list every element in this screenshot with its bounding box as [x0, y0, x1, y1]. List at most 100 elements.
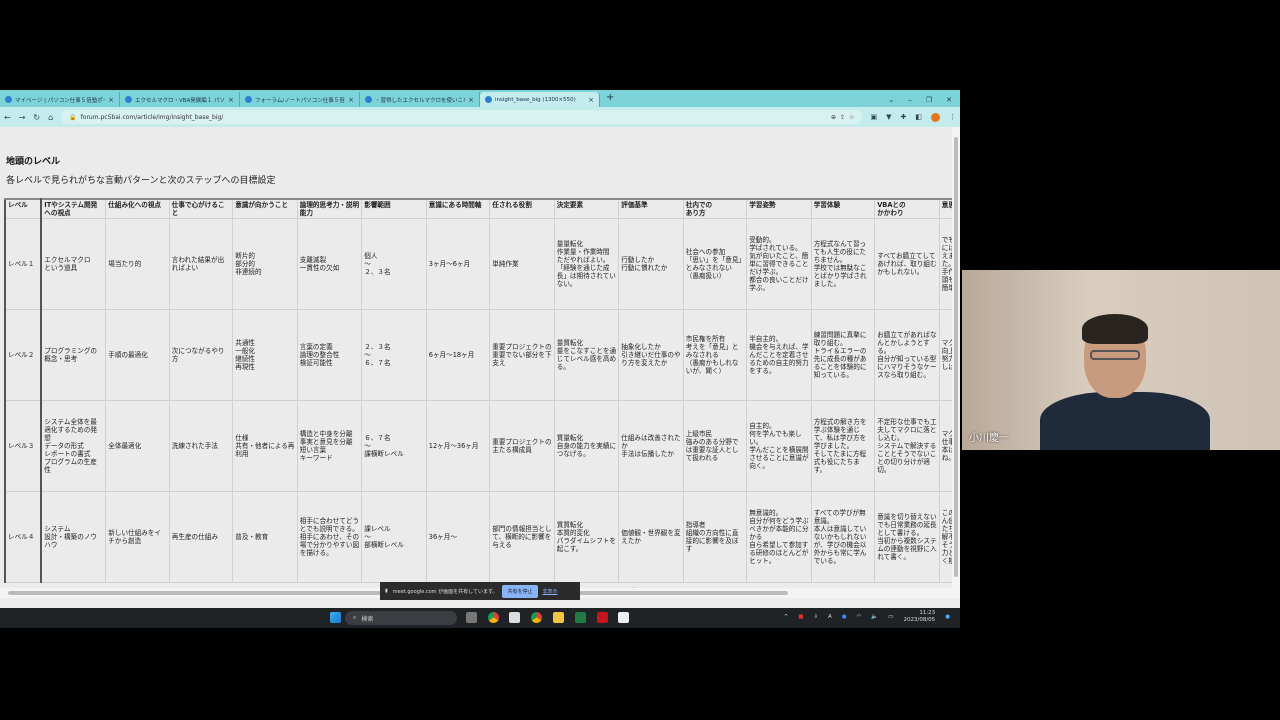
reload-icon[interactable]: ↻ [33, 112, 41, 122]
browser-tab[interactable]: ・習得したエクセルマクロを使いこなす × [360, 92, 480, 107]
browser-tab[interactable]: insight_base_big (1300×550) × [480, 92, 600, 107]
browser-tab[interactable]: フォーラム/ノートパソコン仕事５倍術 × [240, 92, 360, 107]
paint-icon[interactable] [618, 612, 629, 623]
column-header: 社内での あり方 [682, 198, 748, 219]
chrome-icon[interactable] [488, 612, 499, 623]
system-tray: ^ ■ ⇩ A ● ◠ 🔈 ▭ 11:23 2023/08/05 ● [784, 610, 950, 624]
level-cell: レベル４ [3, 491, 43, 583]
table-cell: 受動的。 学ばされている。 気が向いたこと、簡単に習得できることだけ学ぶ。 都合… [746, 218, 812, 310]
table-cell: マク 向上 努力 しは [938, 309, 952, 401]
screen-share-bar: ▮ meet.google.com が画面を共有しています。 共有を停止 非表示 [380, 582, 580, 600]
file-explorer-icon[interactable] [553, 612, 564, 623]
close-window-button[interactable]: ✕ [946, 95, 952, 104]
acrobat-icon[interactable] [597, 612, 608, 623]
wifi-icon[interactable]: ◠ [856, 614, 862, 620]
hide-share-bar-link[interactable]: 非表示 [542, 588, 558, 595]
level-table: レベル ITやシステム開発への視点 仕組み化への視点 仕事で心がけること 意識が向かうこ… [3, 198, 952, 583]
minimize-button[interactable]: – [908, 95, 912, 104]
task-view-icon[interactable] [466, 612, 477, 623]
meet-icon[interactable]: ● [841, 614, 847, 620]
close-tab-icon[interactable]: × [108, 95, 114, 104]
mic-icon[interactable]: ⇩ [813, 614, 819, 620]
extension-icon[interactable]: ▣ [870, 113, 878, 121]
tab-search-icon[interactable]: ⌄ [888, 95, 895, 104]
tab-title: フォーラム/ノートパソコン仕事５倍術 [255, 97, 346, 104]
table-cell: 個人 〜 ２、３名 [361, 218, 427, 310]
table-cell: 普及・教育 [232, 491, 298, 583]
browser-tab[interactable]: エクセルマクロ・VBA発展編１ パソコ × [120, 92, 240, 107]
table-header-row: レベル ITやシステム開発への視点 仕組み化への視点 仕事で心がけること 意識が向かうこ… [3, 198, 952, 219]
share-icon[interactable]: ⇪ [840, 113, 846, 121]
table-cell: 無意識的。 自分が何をどう学ぶべきかが本能的に分かる 自ら希望して参加する研修の… [746, 491, 812, 583]
table-cell: 12ヶ月〜36ヶ月 [425, 400, 491, 492]
close-tab-icon[interactable]: × [348, 95, 354, 104]
close-tab-icon[interactable]: × [468, 95, 474, 104]
page-content: 地頭のレベル 各レベルで見られがちな言動パターンと次のステップへの目標設定 レベ… [0, 127, 952, 598]
zoom-icon[interactable]: ⊕ [831, 113, 837, 121]
profile-avatar[interactable] [931, 112, 940, 122]
column-header: 意思 [938, 198, 952, 219]
level-cell: レベル２ [3, 309, 43, 401]
table-cell: システム 設計・構築のノウハウ [40, 491, 107, 583]
column-header: 学習体験 [810, 198, 876, 219]
start-button[interactable] [330, 612, 341, 623]
url-text[interactable]: forum.pc5bai.com/article/img/insight_bas… [80, 113, 224, 121]
table-cell: 言葉の定義 論理の整合性 検証可能性 [296, 309, 363, 401]
clock[interactable]: 11:23 2023/08/05 [903, 610, 935, 624]
new-tab-button[interactable]: + [606, 92, 615, 103]
participant-hair [1082, 314, 1148, 344]
restore-button[interactable]: ❐ [925, 95, 933, 104]
table-cell: プログラミングの概念・思考 [40, 309, 107, 401]
extensions-puzzle-icon[interactable]: ✚ [900, 113, 907, 121]
notification-icon[interactable]: ● [945, 614, 950, 620]
excel-icon[interactable] [575, 612, 586, 623]
tab-title: エクセルマクロ・VBA発展編１ パソコ [135, 97, 226, 104]
column-header: レベル [3, 198, 43, 219]
taskbar-search[interactable]: ⌕ 検索 [345, 611, 457, 625]
participant-video-tile[interactable]: 小川慶一 [962, 270, 1280, 450]
table-cell: 質量転化 自身の能力を実績につなげる。 [553, 400, 620, 492]
close-tab-icon[interactable]: × [228, 95, 234, 104]
show-hidden-icons[interactable]: ^ [783, 614, 789, 620]
ime-icon[interactable]: A [828, 614, 832, 620]
bookmark-star-icon[interactable]: ☆ [849, 113, 855, 121]
chrome-active-icon[interactable] [531, 612, 542, 623]
table-cell: 重要プロジェクトの重要でない部分を下支え [489, 309, 555, 401]
table-cell: 量量転化 作業量・作業時間 ただやればよい。 「経験を通じた成長」は期待されてい… [553, 218, 620, 310]
side-panel-icon[interactable]: ◧ [915, 113, 922, 121]
menu-kebab-icon[interactable]: ⋮ [949, 113, 956, 121]
search-placeholder: 検索 [361, 615, 374, 623]
browser-tab[interactable]: マイページ | パソコン仕事５倍塾ポータ × [0, 92, 120, 107]
participant-glasses [1090, 350, 1140, 360]
browser-window: マイページ | パソコン仕事５倍塾ポータ × エクセルマクロ・VBA発展編１ パソコ… [0, 90, 960, 608]
stop-sharing-button[interactable]: 共有を停止 [502, 584, 538, 598]
home-icon[interactable]: ⌂ [48, 112, 54, 122]
table-cell: 練習問題に真摯に取り組む。 トライ＆エラーの先に成長の種があることを体験的に知っ… [810, 309, 876, 401]
level-cell: レベル３ [3, 400, 43, 492]
favicon-icon [125, 96, 132, 103]
table-cell: 共通性 一般化 継続性 再現性 [232, 309, 298, 401]
vertical-scrollbar[interactable] [952, 127, 960, 598]
back-icon[interactable]: ← [4, 112, 11, 122]
column-header: 意識が向かうこと [232, 198, 298, 219]
forward-icon[interactable]: → [18, 112, 26, 122]
notepad-icon[interactable] [509, 612, 520, 623]
close-tab-icon[interactable]: × [588, 95, 594, 104]
table-cell: すべての学びが無意識。 本人は意識していないかもしれないが、学びの機会以外からも… [810, 491, 876, 583]
tab-title: ・習得したエクセルマクロを使いこなす [375, 97, 466, 104]
table-cell: 行動したか 行動に慣れたか [618, 218, 684, 310]
column-header: 仕事で心がけること [168, 198, 234, 219]
column-header: 決定要素 [553, 198, 620, 219]
table-cell: お膳立てがあればなんとかしようとする。 自分が知っている型にハマりそうなケースな… [874, 309, 940, 401]
table-cell: 上級市民 強みのある分野では重要な証人として扱われる [682, 400, 748, 492]
column-header: 意識にある時間軸 [425, 198, 491, 219]
tray-app-icon[interactable]: ■ [798, 614, 804, 620]
battery-icon[interactable]: ▭ [888, 614, 894, 620]
table-row: レベル２ プログラミングの概念・思考 手順の最適化 次につながるやり方 共通性 一般化 … [3, 309, 952, 401]
table-cell: この ん低 たち 解不 そう 力と く期 [938, 491, 952, 583]
volume-icon[interactable]: 🔈 [871, 614, 879, 620]
address-bar[interactable]: 🔒 forum.pc5bai.com/article/img/insight_b… [61, 110, 863, 124]
search-icon: ⌕ [353, 614, 357, 621]
drag-handle-icon[interactable]: ▮ [385, 588, 388, 594]
filter-extension-icon[interactable]: ▼ [886, 113, 892, 121]
